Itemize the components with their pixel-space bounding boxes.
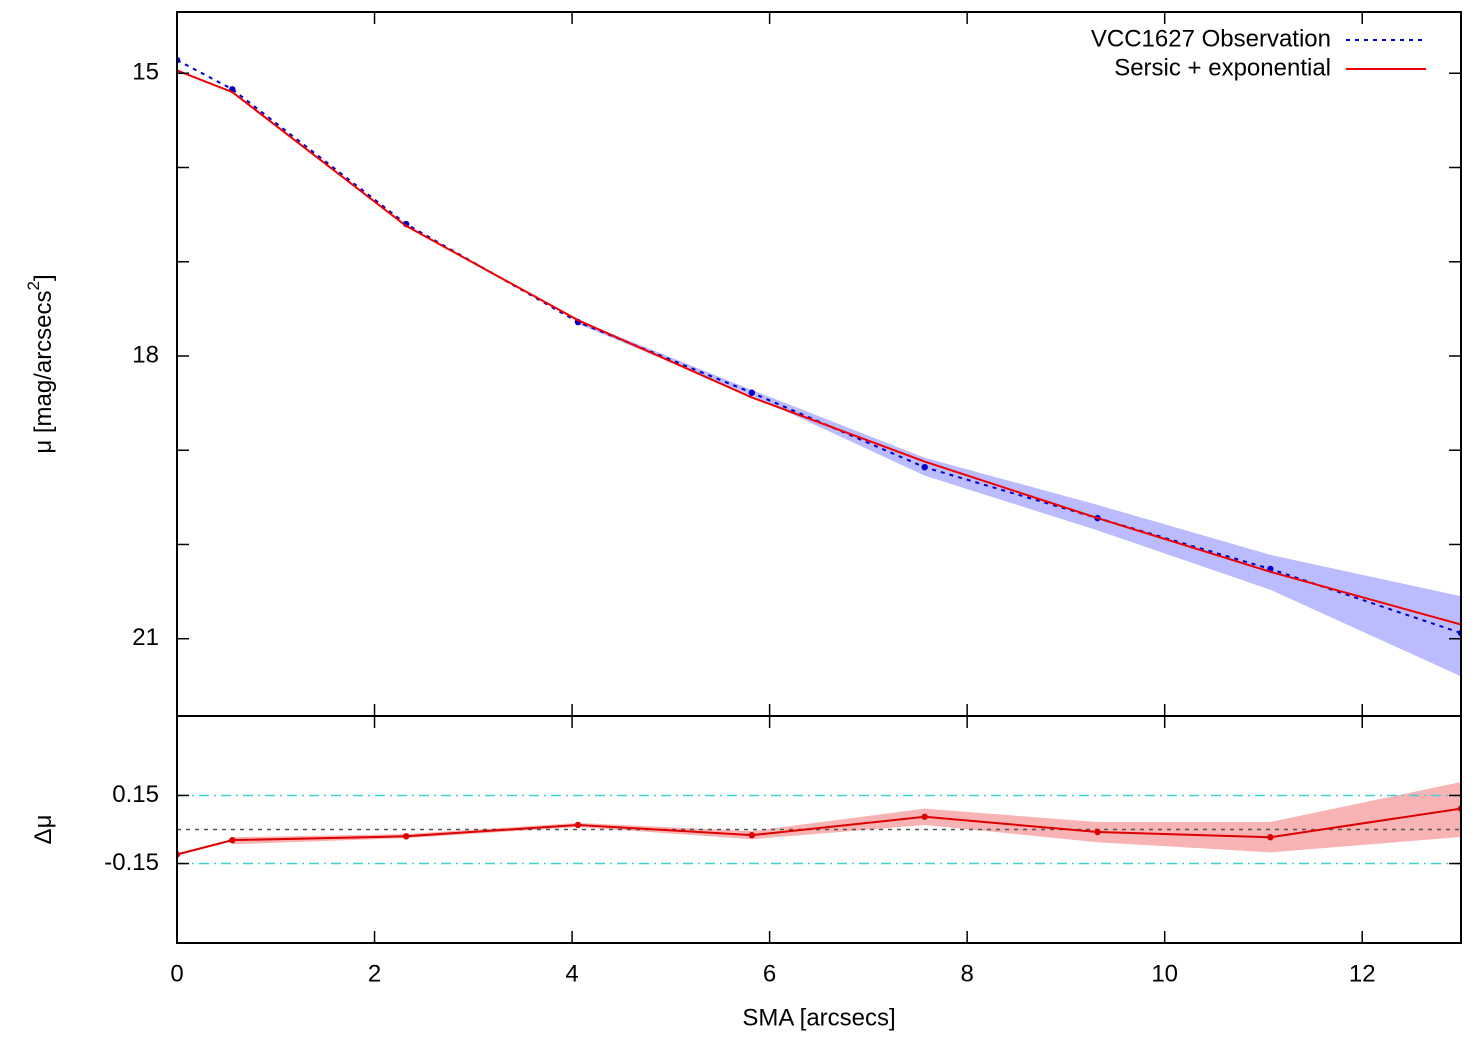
y-tick-label: -0.15 [104, 849, 159, 876]
legend-label: Sersic + exponential [1114, 54, 1331, 81]
data-point [402, 833, 410, 840]
series-line [177, 69, 1461, 626]
data-point [748, 831, 756, 839]
error-band [578, 320, 1461, 677]
y-axis-label: μ [mag/arcsecs2] [24, 274, 57, 453]
y-axis-label-end: ] [30, 274, 57, 281]
y-tick-label: 0.15 [112, 781, 159, 808]
y-axis-label-sup: 2 [24, 281, 43, 290]
plot-frame [176, 11, 1462, 717]
y-tick-label: 21 [132, 624, 159, 651]
data-point [574, 821, 582, 829]
data-point [748, 389, 756, 396]
x-tick-label: 10 [1151, 960, 1178, 987]
x-tick-label: 8 [960, 960, 973, 987]
x-tick-label: 2 [368, 960, 381, 987]
y-axis-label: Δμ [30, 815, 57, 845]
data-point [1094, 828, 1101, 836]
x-axis-label: SMA [arcsecs] [742, 1004, 895, 1031]
data-point [1267, 834, 1274, 841]
x-tick-label: 0 [170, 960, 183, 987]
plot-frame [176, 715, 1462, 944]
y-tick-label: 18 [132, 341, 159, 368]
error-band [232, 782, 1461, 853]
legend-label: VCC1627 Observation [1091, 25, 1331, 52]
data-point [921, 813, 928, 820]
x-tick-label: 12 [1349, 960, 1376, 987]
y-axis-label-text: Δμ [30, 815, 57, 845]
y-axis-label-text: μ [mag/arcsecs [30, 290, 57, 453]
x-tick-label: 6 [763, 960, 776, 987]
plot-area [177, 56, 1461, 677]
data-point [229, 836, 236, 844]
plot-area [177, 782, 1461, 865]
x-tick-label: 4 [565, 960, 578, 987]
data-point [921, 463, 928, 471]
y-tick-label: 15 [132, 59, 159, 86]
series-line [177, 59, 1461, 635]
